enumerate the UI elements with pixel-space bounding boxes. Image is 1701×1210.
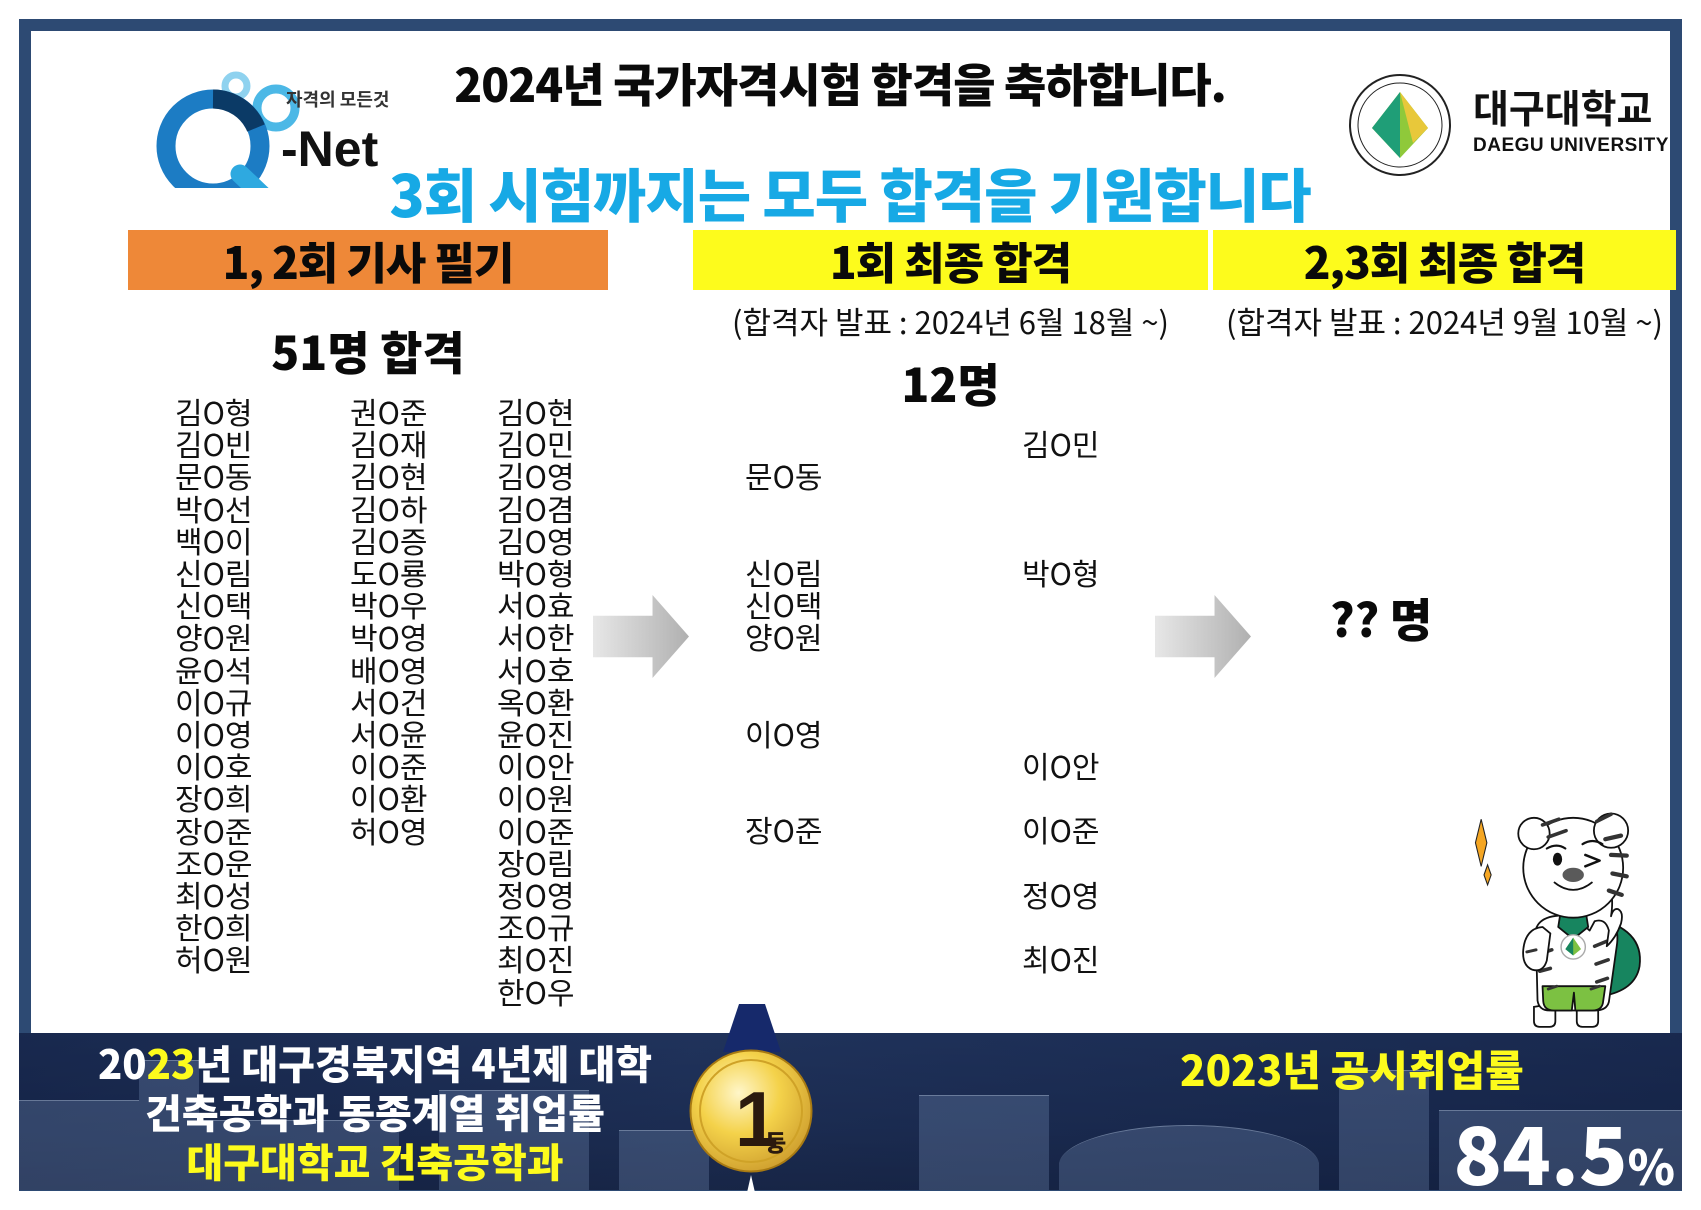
svg-text:대구대학교: 대구대학교 [1473, 79, 1652, 135]
svg-text:등: 등 [765, 1124, 786, 1158]
svg-text:DAEGU UNIVERSITY: DAEGU UNIVERSITY [1473, 135, 1669, 156]
